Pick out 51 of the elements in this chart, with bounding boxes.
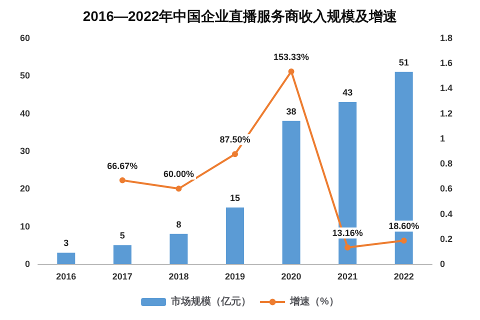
y-tick-label: 50 (20, 70, 30, 81)
y-tick-label: 0 (24, 259, 30, 269)
data-label: 51 (398, 57, 409, 68)
data-label: 13.16% (332, 228, 363, 238)
data-label: 66.67% (107, 160, 138, 171)
legend-label: 市场规模（亿元） (170, 296, 252, 308)
y2-tick-label: 1 (440, 133, 446, 144)
y2-tick-label: 1.2 (440, 108, 453, 118)
bar (57, 252, 76, 264)
point (176, 186, 182, 192)
data-label: 15 (230, 193, 240, 203)
data-label: 38 (286, 106, 296, 116)
bar (170, 234, 188, 264)
y2-tick-label: 0.8 (440, 158, 453, 169)
y2-tick-label: 0.2 (440, 234, 453, 244)
bar (282, 120, 300, 264)
x-tick-label: 2021 (338, 272, 358, 282)
y-tick-label: 40 (20, 108, 30, 118)
x-tick-label: 2018 (168, 272, 189, 282)
y2-tick-label: 1.4 (440, 83, 453, 94)
y2-tick-label: 0.6 (440, 184, 453, 194)
point (119, 177, 126, 184)
data-label: 8 (176, 219, 182, 230)
point (232, 151, 238, 158)
data-label: 18.60% (388, 221, 420, 232)
data-label: 153.33% (274, 52, 310, 62)
legend-label: 增速（%） (289, 296, 339, 308)
y2-tick-label: 1.6 (440, 58, 453, 68)
data-label: 60.00% (163, 169, 194, 180)
x-tick-label: 2020 (281, 272, 302, 282)
chart-title: 2016—2022年中国企业直播服务商收入规模及增速 (82, 8, 398, 24)
point (400, 238, 407, 244)
data-label: 3 (64, 238, 69, 248)
data-label: 5 (120, 230, 125, 241)
point (288, 68, 294, 74)
y-tick-label: 60 (20, 33, 30, 43)
data-label: 87.50% (220, 134, 250, 145)
x-tick-label: 2019 (224, 272, 246, 282)
x-tick-label: 2022 (394, 272, 414, 282)
y-tick-label: 20 (20, 184, 30, 194)
x-tick-label: 2016 (56, 272, 76, 282)
y-tick-label: 30 (20, 146, 30, 156)
y2-tick-label: 0 (440, 259, 446, 269)
point (344, 244, 351, 250)
bar (113, 245, 132, 264)
y-tick-label: 10 (20, 221, 30, 232)
x-tick-label: 2017 (112, 272, 132, 282)
bar (226, 208, 244, 264)
y2-tick-label: 1.8 (440, 33, 453, 43)
data-label: 43 (342, 88, 353, 98)
y2-tick-label: 0.4 (440, 208, 453, 219)
